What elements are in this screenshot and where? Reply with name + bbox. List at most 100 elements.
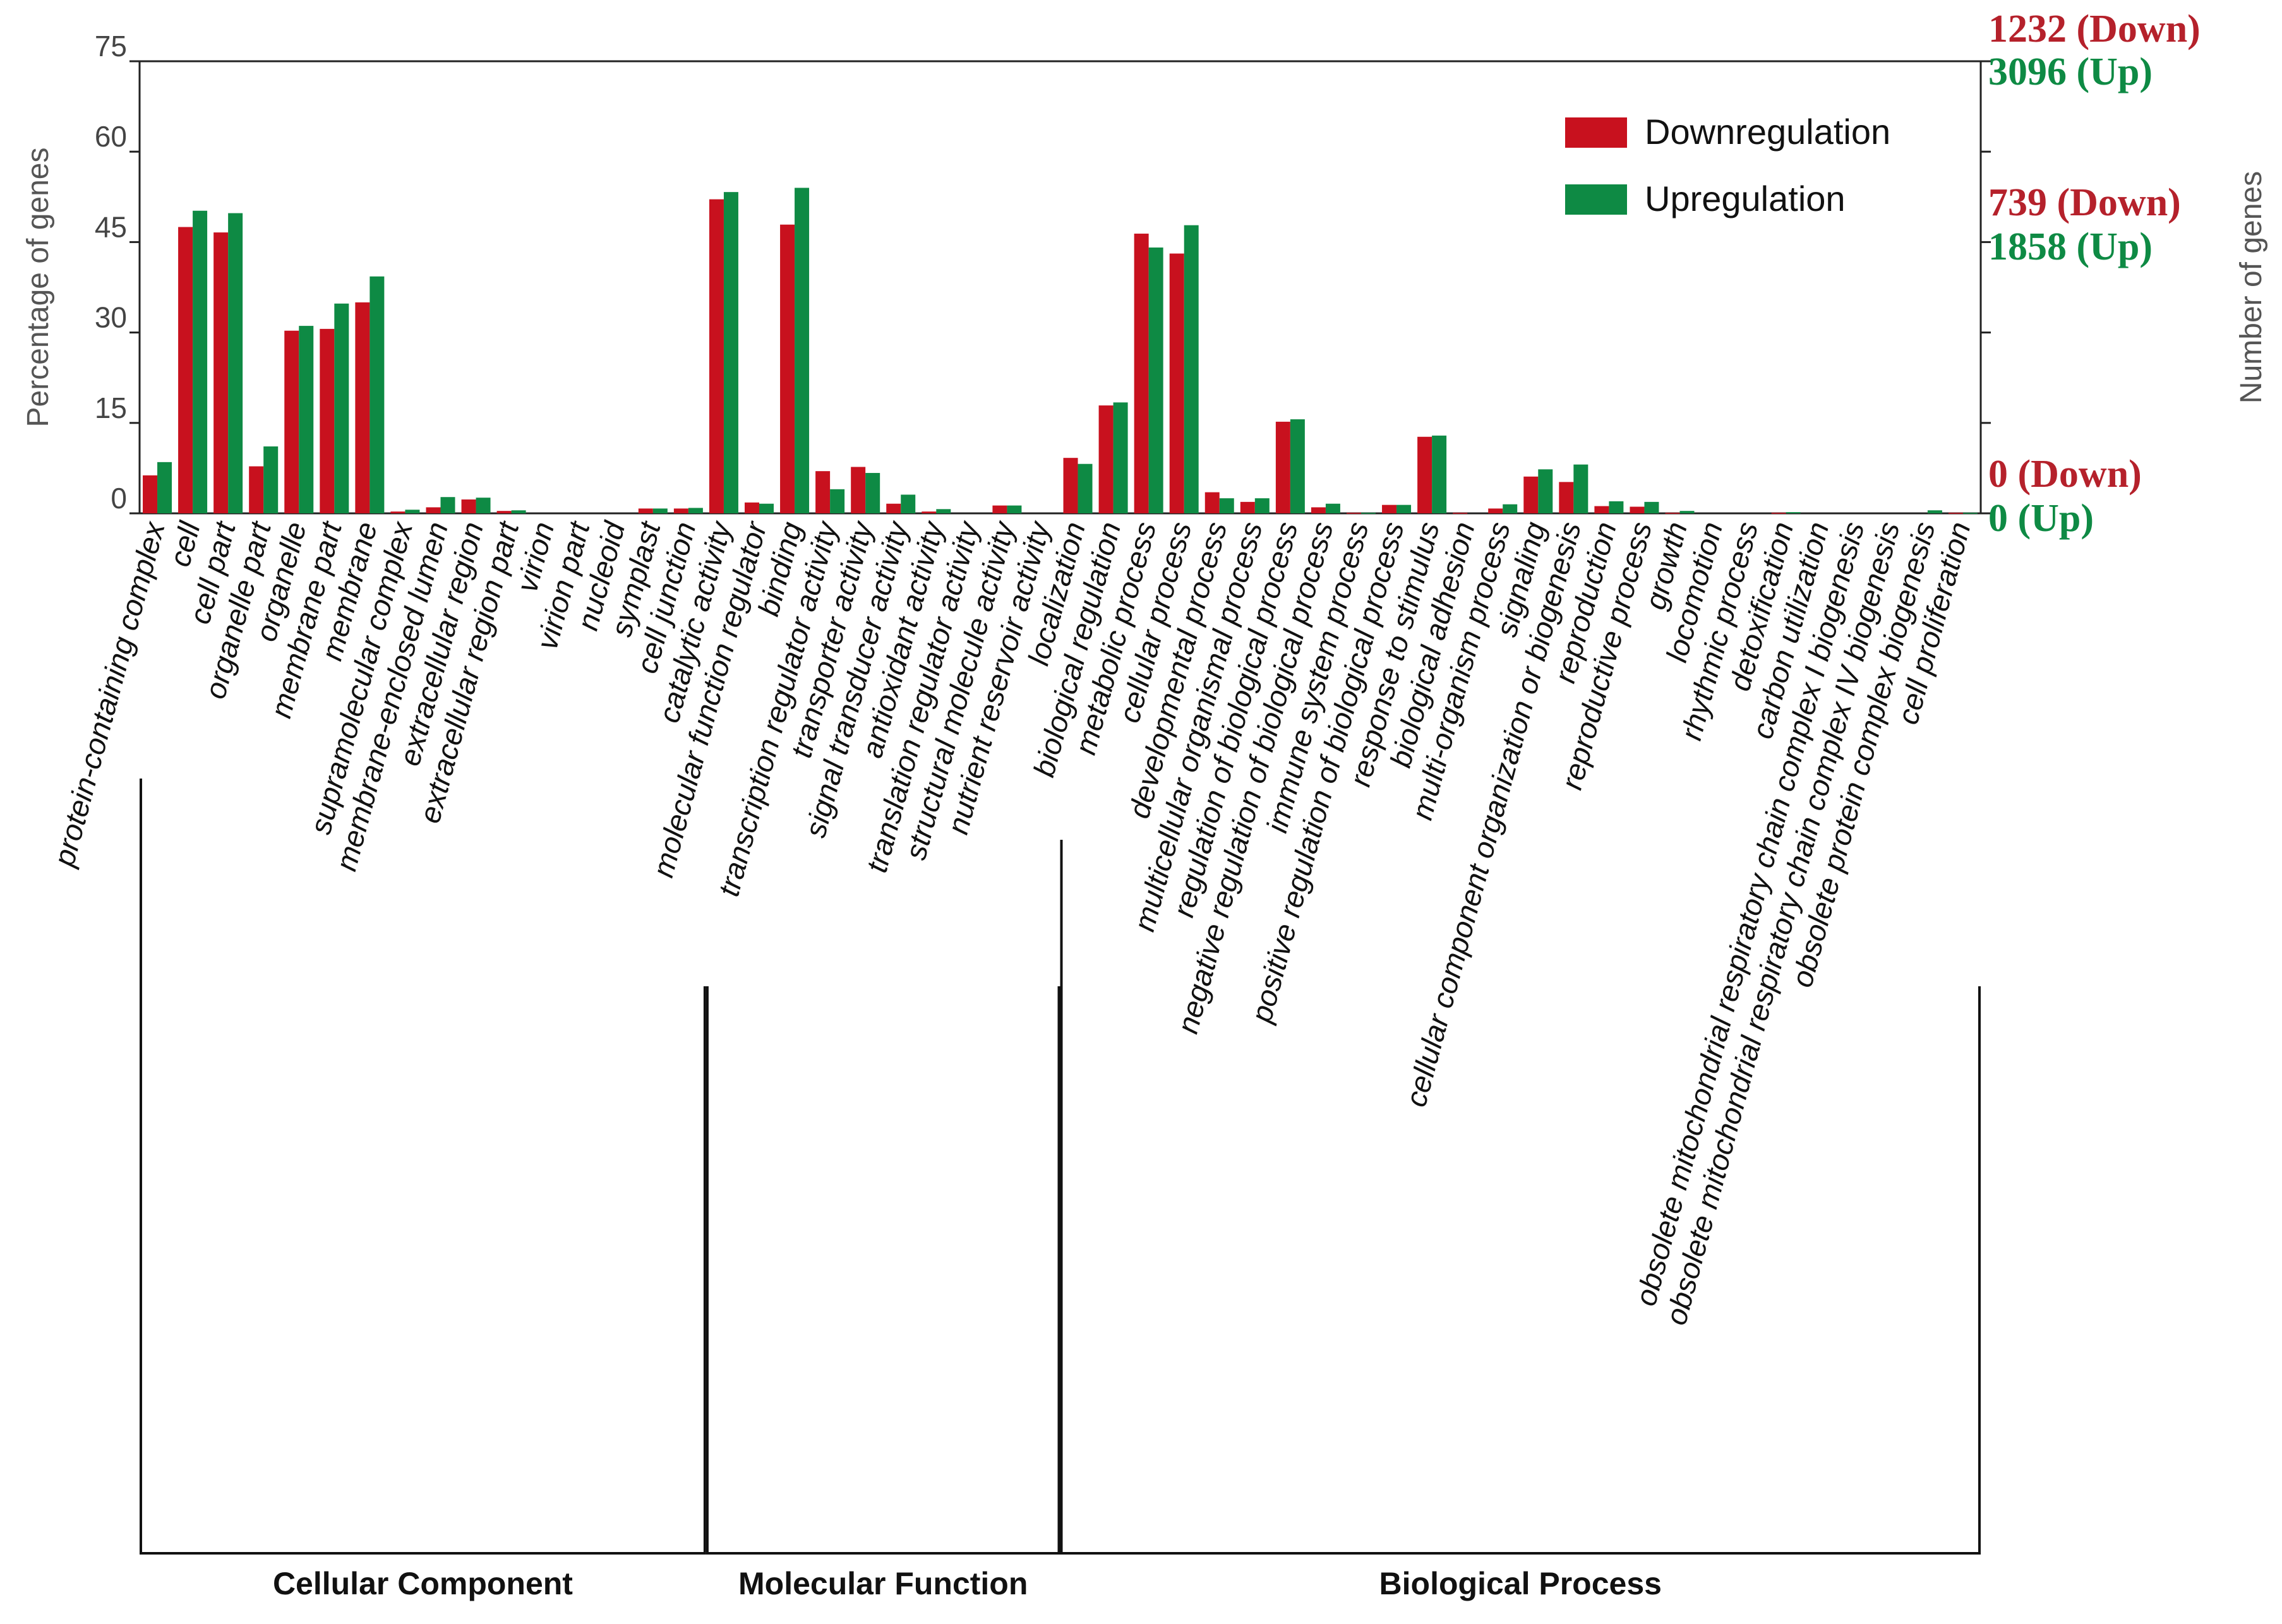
bar-up [1786, 512, 1801, 513]
bar-down [1382, 505, 1397, 513]
bar-down [320, 328, 335, 513]
category-groups: Cellular Component Molecular Function Biol… [140, 779, 1981, 1601]
bar-down [1311, 507, 1326, 513]
bar-up [936, 509, 951, 513]
legend: Downregulation Upregulation [1565, 112, 1890, 218]
bar-down [851, 467, 866, 513]
y-tick-label: 0 [111, 482, 127, 515]
bar-down [1417, 436, 1432, 513]
bar-up [476, 498, 491, 513]
bar-up [688, 508, 703, 513]
right-label-up: 1858 (Up) [1988, 225, 2153, 268]
bar-up [1962, 513, 1978, 514]
right-label-down: 1232 (Down) [1988, 8, 2201, 51]
bar-down [1134, 234, 1149, 513]
bar-down [496, 511, 512, 513]
bar-down [638, 508, 653, 513]
bar-up [1078, 463, 1093, 513]
bar-down [886, 503, 901, 513]
bar-up [1360, 513, 1376, 514]
y-tick-label: 75 [95, 30, 127, 63]
bar-up [1503, 504, 1518, 513]
bar-up [1609, 501, 1624, 513]
bar-down [922, 511, 937, 513]
y-tick-label: 60 [95, 120, 127, 153]
bar-down [1240, 501, 1255, 513]
bar-up [1325, 503, 1340, 513]
bar-down [709, 199, 724, 513]
bar-up [1679, 511, 1695, 513]
bar-down [1098, 405, 1114, 513]
bar-up [1644, 501, 1659, 513]
axes: 0 15 30 45 60 75 Percentage of genes Number of … [21, 30, 2268, 515]
bar-up [228, 213, 243, 513]
bar-up [334, 303, 349, 513]
bar-up [1254, 498, 1270, 513]
group-bracket [140, 779, 706, 1555]
bar-down [143, 475, 158, 513]
bar-down [780, 224, 795, 513]
y-tick-label: 45 [95, 210, 127, 243]
bar-down [745, 502, 760, 513]
right-label-down: 739 (Down) [1988, 181, 2181, 224]
bar-up [1148, 247, 1163, 513]
bar-up [1007, 505, 1022, 513]
y-tick-label: 30 [95, 301, 127, 334]
bar-down [178, 227, 193, 513]
bar-down [1063, 458, 1078, 513]
bar-down [815, 471, 831, 513]
bar-down [992, 505, 1007, 513]
bar-down [390, 511, 405, 513]
legend-swatch [1565, 184, 1627, 215]
group-bracket [1060, 840, 1981, 1555]
bar-down [1771, 513, 1786, 514]
bar-up [1113, 402, 1128, 513]
bar-down [461, 499, 476, 513]
bar-up [511, 510, 526, 513]
group-label: Biological Process [1379, 1566, 1662, 1601]
bar-down [1948, 513, 1963, 514]
bar-down [284, 330, 299, 513]
bar-up [1538, 469, 1553, 513]
bar-up [652, 508, 668, 513]
bar-up [1219, 498, 1234, 513]
bar-up [299, 326, 314, 513]
right-label-up: 3096 (Up) [1988, 51, 2153, 93]
bar-up [1396, 505, 1412, 513]
bar-up [1432, 435, 1447, 513]
bar-up [830, 489, 845, 513]
bar-up [759, 503, 774, 513]
group-bracket [706, 986, 1060, 1555]
right-label-down: 0 (Down) [1988, 453, 2142, 496]
bar-up [1573, 464, 1588, 513]
bar-up [1927, 510, 1942, 513]
bar-down [426, 507, 441, 513]
bar-down [1523, 476, 1539, 513]
bar-up [795, 188, 810, 514]
bar-up [405, 510, 420, 513]
right-label-up: 0 (Up) [1988, 497, 2094, 540]
bar-up [157, 462, 172, 513]
legend-label: Downregulation [1645, 112, 1890, 152]
bar-down [213, 232, 229, 513]
right-axis-labels: 1232 (Down)3096 (Up) 739 (Down)1858 (Up) 0… [1988, 8, 2201, 540]
bar-up [901, 494, 916, 513]
bar-down [1453, 513, 1468, 514]
bar-down [1665, 513, 1680, 514]
bar-down [249, 466, 264, 513]
bar-up [369, 276, 385, 513]
bar-down [1594, 506, 1609, 513]
y-axis-title: Percentage of genes [21, 148, 55, 427]
y2-axis-title: Number of genes [2235, 171, 2268, 403]
legend-swatch [1565, 117, 1627, 148]
bar-down [1169, 253, 1184, 513]
y-tick-label: 15 [95, 391, 127, 424]
bar-down [355, 302, 370, 513]
bar-up [1184, 225, 1199, 513]
legend-label: Upregulation [1645, 179, 1846, 218]
bar-down [1346, 513, 1361, 514]
bar-down [673, 508, 688, 513]
bars [143, 188, 1978, 514]
bar-down [1275, 421, 1290, 513]
